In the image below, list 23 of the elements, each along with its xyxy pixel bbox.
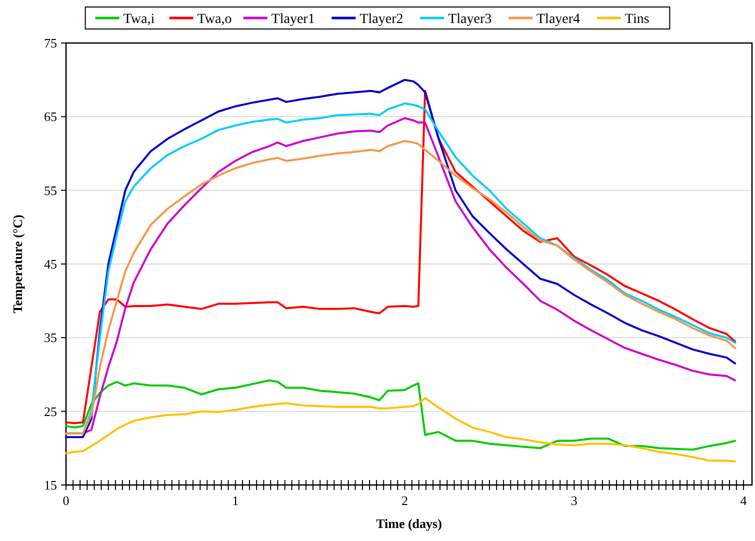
x-axis-title: Time (days) bbox=[376, 516, 442, 531]
y-tick-label: 35 bbox=[44, 330, 57, 346]
y-tick-label: 25 bbox=[44, 404, 57, 419]
x-tick-label: 2 bbox=[402, 493, 408, 508]
line-series bbox=[65, 397, 736, 462]
legend-label: Tlayer3 bbox=[448, 12, 492, 27]
y-tick-label: 15 bbox=[44, 478, 57, 493]
y-axis-title: Temperature (°C) bbox=[10, 214, 25, 314]
legend-label: Twa,o bbox=[197, 12, 232, 27]
legend-label: Tlayer4 bbox=[536, 12, 580, 27]
x-tick-label: 1 bbox=[232, 493, 239, 508]
legend-label: Tlayer1 bbox=[271, 12, 315, 27]
y-tick-label: 65 bbox=[44, 109, 57, 124]
x-tick-label: 4 bbox=[740, 493, 748, 508]
y-tick-label: 55 bbox=[44, 182, 57, 198]
x-tick-label: 0 bbox=[62, 493, 70, 508]
y-tick-label: 45 bbox=[44, 256, 57, 272]
legend-label: Twa,i bbox=[123, 12, 155, 27]
y-tick-label: 75 bbox=[44, 36, 57, 51]
x-tick-label: 3 bbox=[570, 493, 578, 508]
legend-label: Tins bbox=[624, 12, 650, 27]
legend-label: Tlayer2 bbox=[360, 12, 404, 27]
line-series bbox=[65, 379, 736, 451]
